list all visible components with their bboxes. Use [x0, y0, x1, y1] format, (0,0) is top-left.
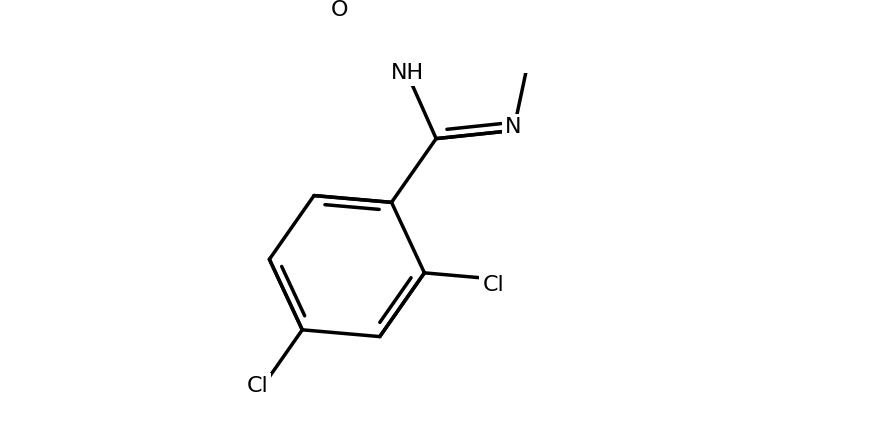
Text: NH: NH: [392, 63, 425, 83]
Text: N: N: [506, 117, 522, 137]
Text: O: O: [330, 0, 348, 20]
Text: Cl: Cl: [247, 376, 268, 396]
Text: Cl: Cl: [482, 275, 504, 295]
